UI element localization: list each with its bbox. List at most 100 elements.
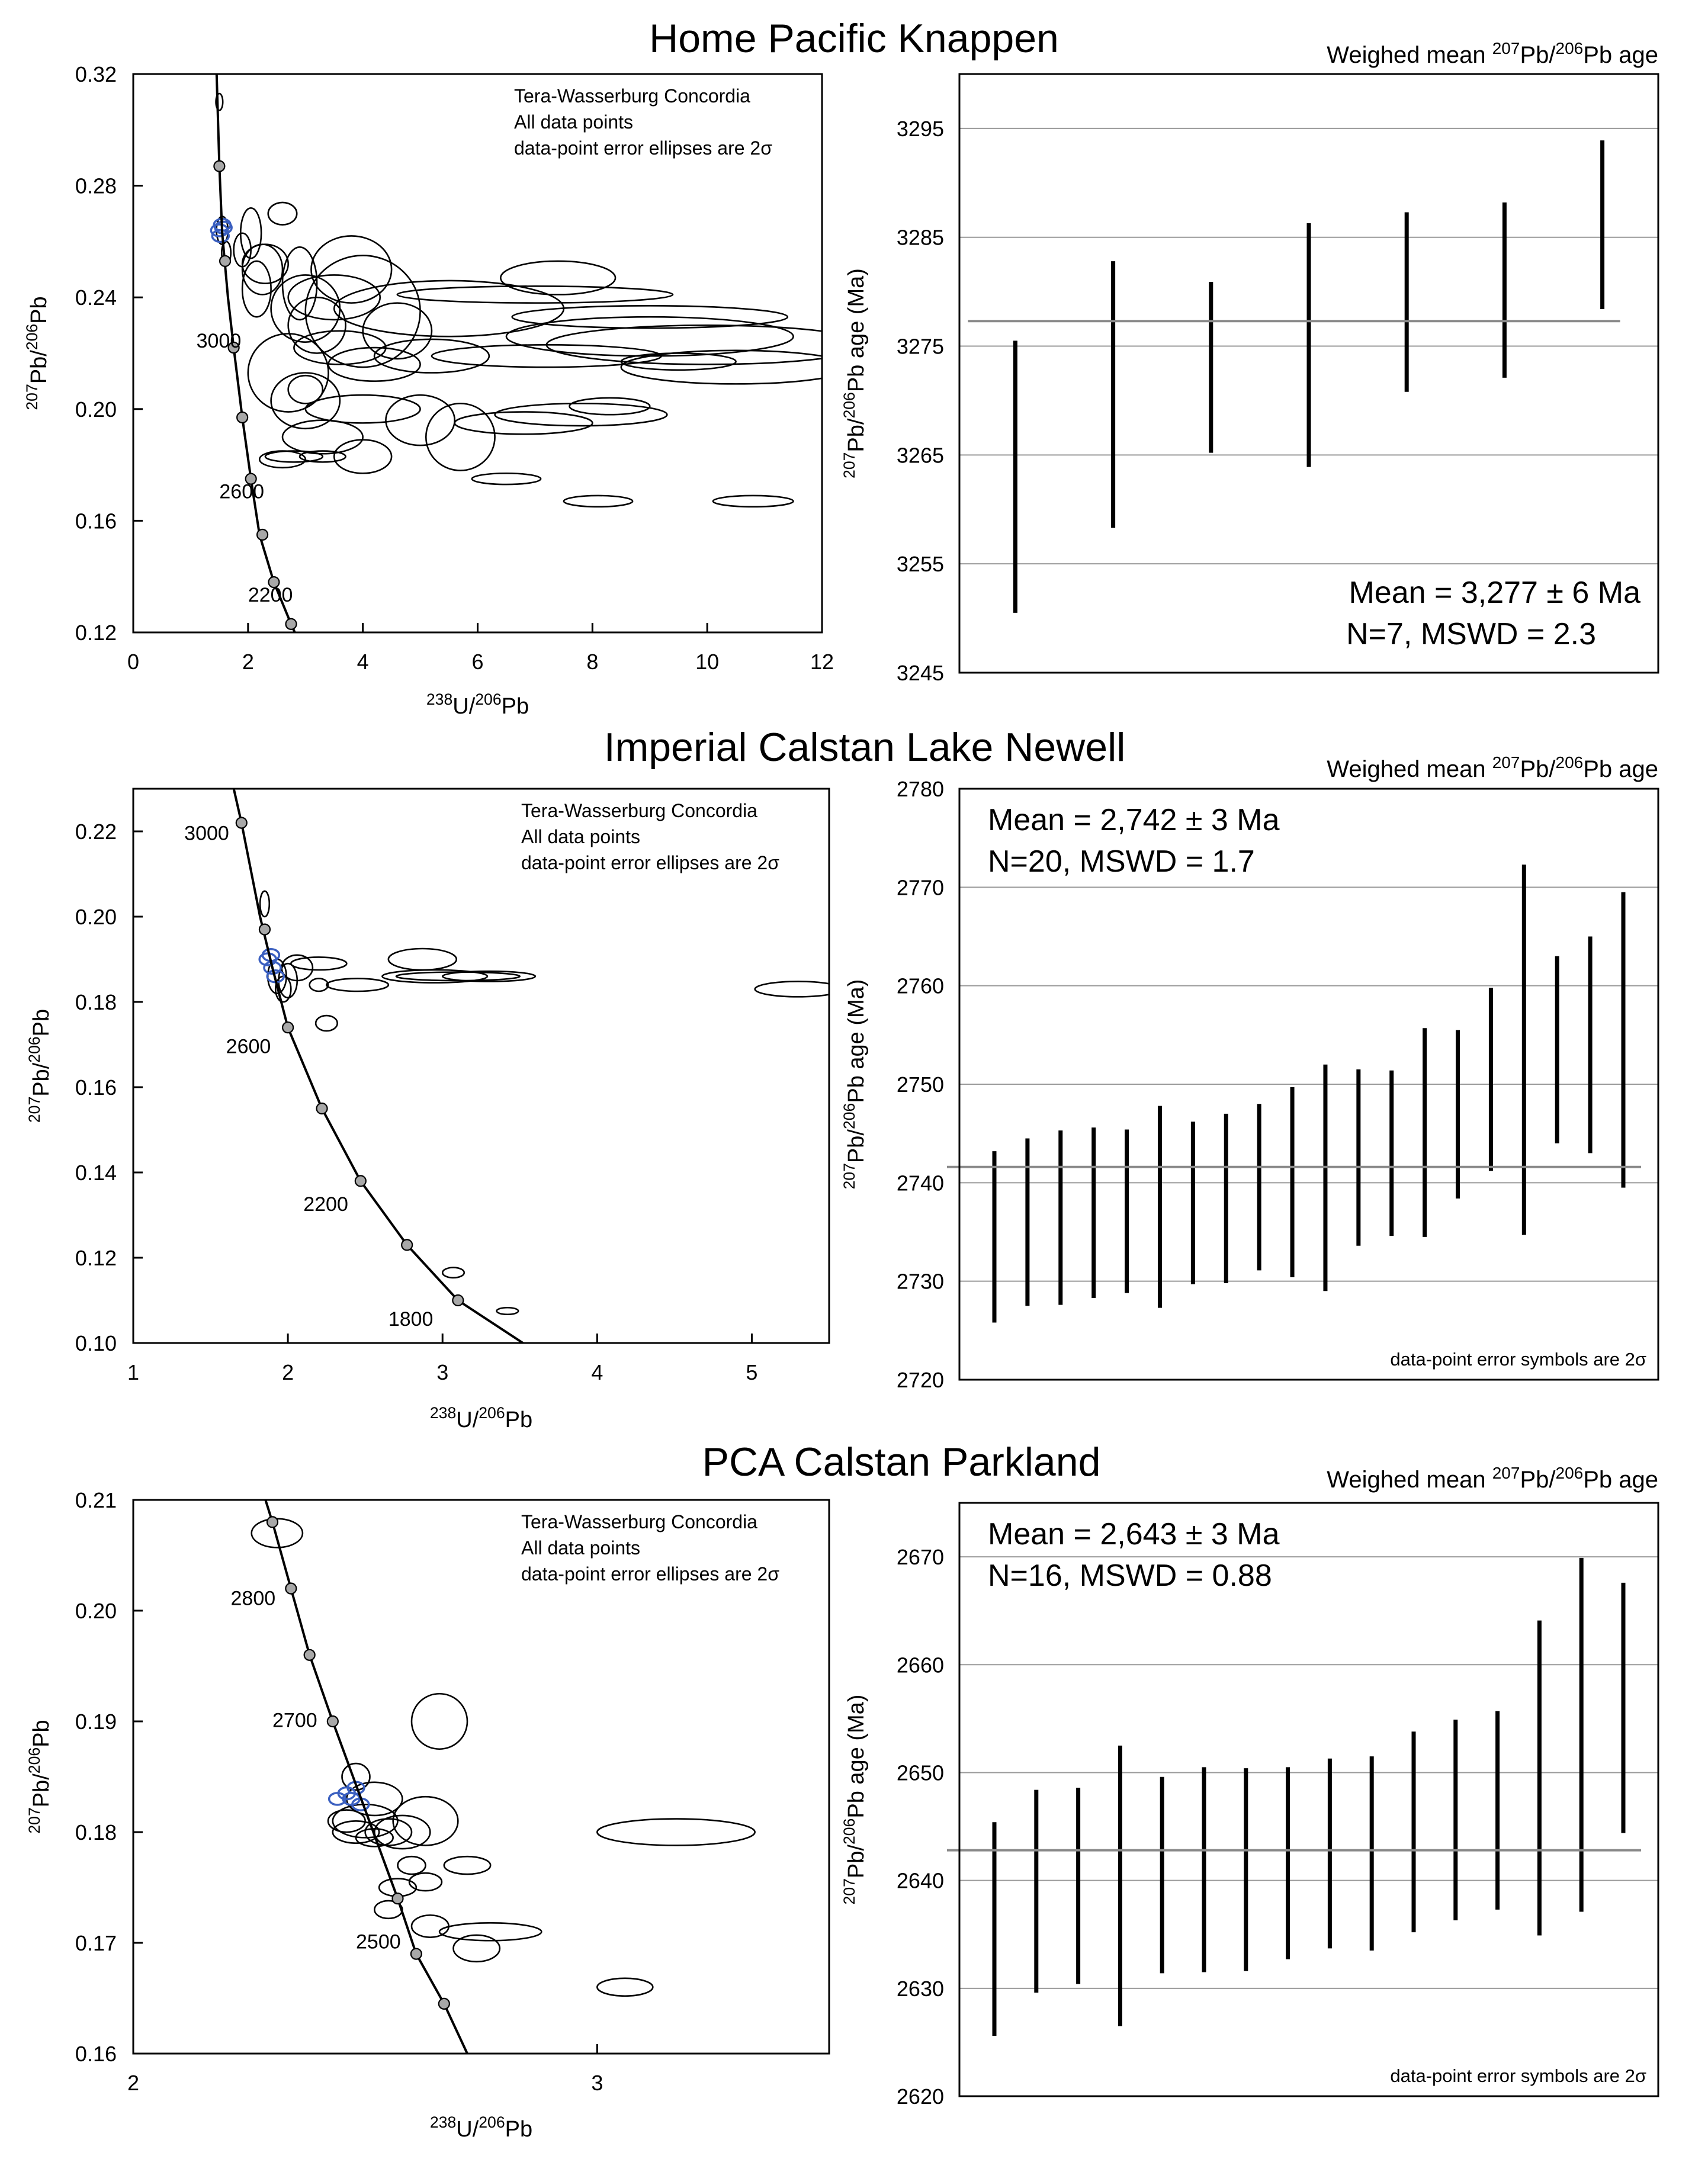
- age-marker: [285, 1582, 297, 1595]
- y-tick-label: 3275: [897, 335, 944, 359]
- age-label: 3000: [184, 822, 229, 844]
- x-tick-label: 4: [357, 650, 369, 674]
- plot-frame: [132, 788, 830, 1344]
- y-tick-label: 0.21: [75, 1488, 117, 1512]
- x-tick-label: 1: [127, 1360, 139, 1384]
- age-marker: [245, 473, 257, 485]
- error-ellipse: [511, 305, 789, 329]
- y-tick-label: 0.20: [75, 397, 117, 422]
- y-tick-label: 2780: [897, 777, 944, 801]
- error-ellipse: [754, 981, 829, 998]
- x-axis-label: 238U/206Pb: [426, 690, 529, 719]
- error-ellipse: [441, 1267, 465, 1279]
- legend-line-1: Tera-Wasserburg Concordia: [514, 85, 750, 107]
- x-tick-label: 12: [810, 650, 834, 674]
- blue-ellipse: [211, 229, 230, 243]
- error-ellipse: [247, 333, 329, 413]
- error-ellipse: [395, 971, 521, 982]
- mean-result-text: Mean = 2,742 ± 3 Ma: [988, 803, 1280, 837]
- error-ellipse: [290, 956, 348, 971]
- error-ellipse: [425, 403, 496, 471]
- y-tick-label: 0.20: [75, 1599, 117, 1623]
- x-tick-label: 5: [746, 1360, 757, 1384]
- age-marker: [235, 817, 248, 829]
- y-axis-label: 207Pb/206Pb age (Ma): [840, 268, 869, 478]
- y-tick-label: 2720: [897, 1368, 944, 1392]
- error-ellipse: [563, 494, 634, 508]
- y-tick-label: 2620: [897, 2084, 944, 2109]
- error-ellipse: [545, 324, 822, 365]
- age-marker: [285, 618, 297, 630]
- y-tick-label: 0.24: [75, 285, 117, 310]
- error-ellipse: [385, 394, 456, 446]
- error-ellipse: [431, 344, 662, 368]
- age-marker: [391, 1893, 404, 1905]
- mean-age-plot-3: 2620 2630 2640 2650 2660 2670 Mean = 2,643 ± 3…: [840, 1464, 1659, 2109]
- x-tick-label: 2: [242, 650, 254, 674]
- age-marker: [236, 411, 249, 424]
- error-ellipse: [596, 1818, 756, 1846]
- error-ellipse: [494, 403, 668, 427]
- error-ellipse: [381, 969, 489, 984]
- age-label: 2200: [248, 584, 293, 606]
- mean-age-title: Weighed mean 207Pb/206Pb age: [1327, 39, 1658, 69]
- error-ellipse: [712, 494, 794, 508]
- y-tick-label: 0.20: [75, 905, 117, 929]
- error-ellipse: [333, 279, 565, 338]
- error-ellipse: [267, 201, 298, 226]
- plot-frame: [958, 788, 1659, 1381]
- error-ellipse: [496, 1306, 519, 1316]
- plot-area: [210, 74, 822, 632]
- legend-line-2: All data points: [514, 111, 633, 133]
- y-axis-label: 207Pb/206Pb: [25, 1720, 54, 1833]
- concordia-plot-3: 0.16 0.17 0.18 0.19 0.20 0.21 2 3 2800 2700 2500 Te…: [25, 1488, 830, 2142]
- y-tick-label: 3285: [897, 226, 944, 250]
- y-tick-label: 2740: [897, 1171, 944, 1195]
- y-tick-label: 3295: [897, 117, 944, 141]
- concordia-curve: [232, 789, 524, 1343]
- x-tick-label: 6: [471, 650, 483, 674]
- age-marker: [401, 1239, 413, 1251]
- error-ellipse: [327, 1809, 366, 1833]
- y-tick-label: 3265: [897, 443, 944, 467]
- y-tick-label: 2660: [897, 1653, 944, 1677]
- error-ellipse: [387, 947, 458, 971]
- mean-age-title: Weighed mean 207Pb/206Pb age: [1327, 753, 1658, 783]
- n-mswd-text: N=16, MSWD = 0.88: [988, 1559, 1272, 1593]
- legend-line-2: All data points: [521, 1537, 640, 1559]
- x-tick-label: 10: [695, 650, 719, 674]
- error-ellipse: [362, 302, 433, 360]
- legend-line-1: Tera-Wasserburg Concordia: [521, 1511, 757, 1532]
- error-ellipse: [396, 285, 674, 304]
- concordia-plot-1: 0.12 0.16 0.20 0.24 0.28 0.32 0 2 4 6 8 10 12 3000 260…: [23, 62, 834, 719]
- x-tick-label: 4: [591, 1360, 603, 1384]
- error-ellipse: [452, 1934, 501, 1963]
- y-tick-label: 0.12: [75, 1246, 117, 1270]
- error-ellipse: [392, 1795, 459, 1846]
- error-ellipse: [326, 978, 390, 992]
- error-ellipse: [310, 235, 393, 304]
- age-marker: [452, 1294, 464, 1307]
- panel-title-1: Home Pacific Knappen: [649, 16, 1059, 61]
- y-tick-label: 2760: [897, 974, 944, 998]
- error-ellipse: [454, 411, 593, 435]
- error-ellipse: [287, 374, 324, 404]
- y-axis-label: 207Pb/206Pb age (Ma): [840, 1695, 869, 1905]
- y-axis-label: 207Pb/206Pb age (Ma): [840, 979, 869, 1190]
- error-ellipse: [241, 260, 272, 318]
- y-tick-label: 0.16: [75, 509, 117, 533]
- age-label: 2600: [226, 1035, 271, 1058]
- age-marker: [256, 528, 269, 541]
- age-marker: [410, 1948, 422, 1960]
- error-ellipse: [397, 1855, 426, 1875]
- x-tick-label: 2: [282, 1360, 294, 1384]
- age-label: 2800: [231, 1588, 276, 1610]
- legend-line-3: data-point error ellipses are 2σ: [521, 1563, 779, 1585]
- error-ellipse: [264, 450, 324, 463]
- error-ellipse: [373, 338, 490, 374]
- error-ellipse: [596, 1977, 654, 1997]
- legend-line-1: Tera-Wasserburg Concordia: [521, 800, 757, 821]
- y-tick-label: 3255: [897, 552, 944, 576]
- error-ellipse: [304, 394, 421, 424]
- y-axis-label: 207Pb/206Pb: [23, 296, 52, 410]
